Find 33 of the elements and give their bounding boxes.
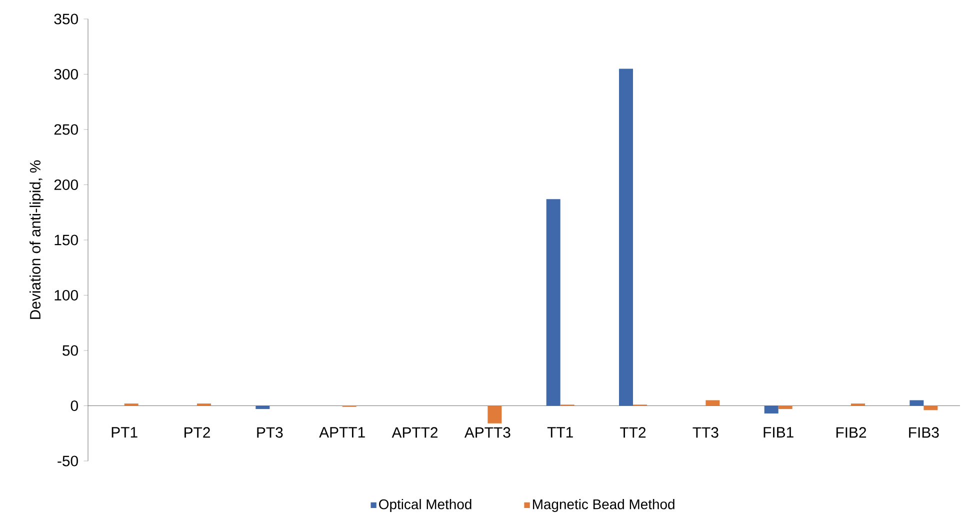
y-tick-label: 250 [54, 124, 78, 135]
y-tick-label: 0 [70, 400, 78, 412]
bar [910, 400, 924, 406]
y-tick-label: 150 [54, 234, 78, 246]
legend-label: Magnetic Bead Method [532, 499, 674, 512]
y-axis-title: Deviation of anti-lipid, % [30, 160, 44, 319]
legend-label: Optical Method [379, 499, 472, 512]
x-tick-label: PT2 [184, 427, 210, 438]
x-tick-label: FIB2 [836, 427, 866, 438]
bar [706, 400, 720, 406]
x-tick-label: APTT3 [464, 427, 510, 438]
x-tick-label: TT1 [547, 427, 573, 438]
x-tick-label: APTT2 [392, 427, 438, 438]
y-tick-label: 200 [54, 179, 78, 190]
bar [764, 406, 778, 414]
y-tick-label: 100 [54, 290, 78, 301]
x-tick-label: PT1 [112, 427, 138, 438]
x-tick-label: TT2 [620, 427, 646, 438]
x-tick-label: FIB1 [764, 427, 794, 438]
bar [488, 406, 502, 424]
bar [546, 199, 560, 406]
x-tick-label: PT3 [257, 427, 283, 438]
bar [256, 406, 270, 410]
x-tick-label: APTT1 [319, 427, 365, 438]
y-tick-label: 50 [62, 345, 78, 356]
x-tick-label: TT3 [692, 427, 718, 438]
bar [619, 68, 634, 406]
x-tick-label: FIB3 [909, 427, 939, 438]
bar [778, 406, 792, 410]
y-tick-label: -50 [58, 456, 78, 466]
y-tick-label: 300 [54, 68, 78, 80]
bar [924, 406, 938, 410]
y-tick-label: 350 [54, 14, 78, 24]
